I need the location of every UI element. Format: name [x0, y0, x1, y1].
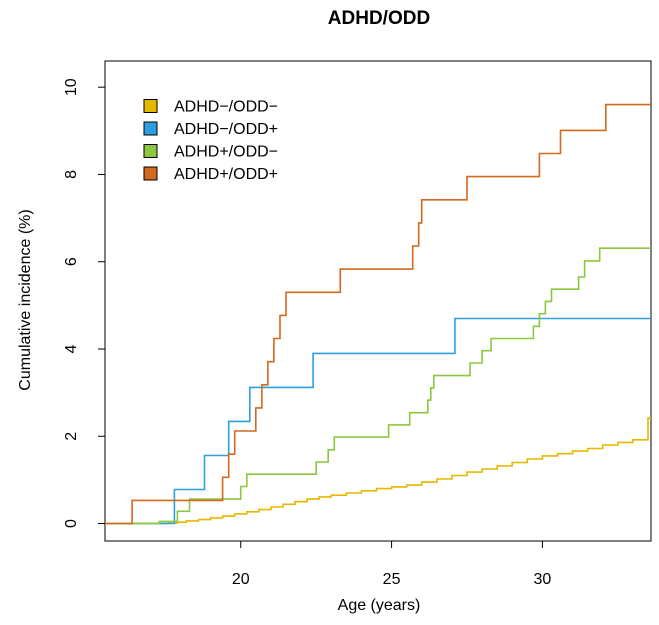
- y-tick-label: 2: [63, 432, 80, 441]
- series-line: [105, 317, 651, 525]
- y-axis: 0 2 4 6 8 10: [63, 78, 105, 528]
- x-axis: 20 25 30: [232, 541, 552, 588]
- legend-swatch: [143, 144, 158, 158]
- series-line: [105, 247, 651, 525]
- series-layer: [105, 103, 651, 525]
- legend-swatch: [143, 166, 158, 181]
- series-line: [105, 103, 651, 525]
- legend-swatch: [143, 121, 158, 136]
- legend-swatch: [143, 99, 158, 113]
- legend-label: ADHD+/ODD+: [174, 166, 278, 183]
- legend-label: ADHD−/ODD−: [174, 99, 278, 116]
- y-axis-label: Cumulative incidence (%): [17, 209, 34, 390]
- plot-frame: [104, 60, 652, 542]
- x-tick-label: 30: [534, 571, 552, 588]
- y-tick-label: 8: [63, 170, 80, 179]
- chart-title: ADHD/ODD: [328, 8, 430, 29]
- series-line: [105, 417, 651, 525]
- y-tick-label: 4: [63, 344, 80, 353]
- y-tick-label: 6: [63, 257, 80, 266]
- x-tick-label: 25: [383, 571, 401, 588]
- y-tick-label: 10: [63, 78, 80, 96]
- x-axis-label: Age (years): [338, 597, 421, 614]
- legend-label: ADHD−/ODD+: [174, 121, 278, 138]
- legend-label: ADHD+/ODD−: [174, 144, 278, 161]
- legend: ADHD−/ODD− ADHD−/ODD+ ADHD+/ODD− ADHD+/ODD+: [143, 99, 278, 183]
- y-tick-label: 0: [63, 519, 80, 528]
- x-tick-label: 20: [232, 571, 250, 588]
